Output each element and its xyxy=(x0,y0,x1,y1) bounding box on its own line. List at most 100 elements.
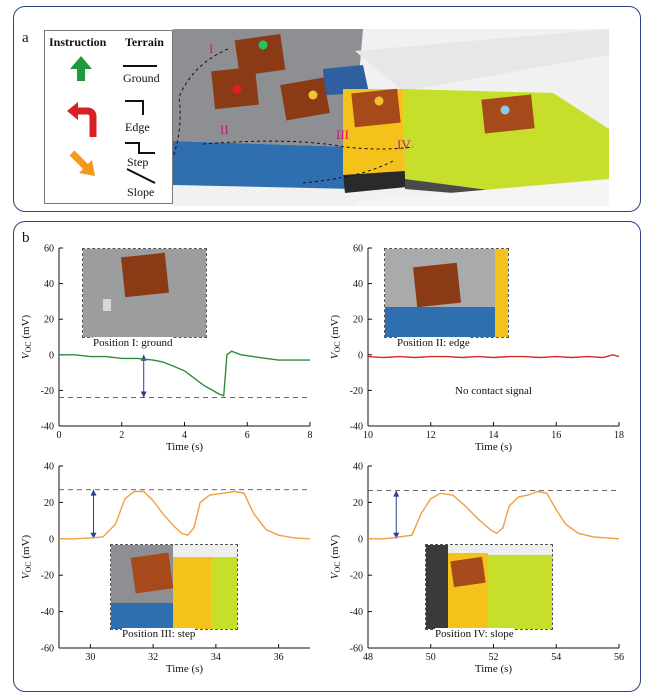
up-arrow-icon xyxy=(70,56,92,81)
series-line xyxy=(59,490,311,540)
x-axis-label: Time (s) xyxy=(475,663,513,675)
arrow-tail-head xyxy=(393,532,400,539)
y-tick-label: -60 xyxy=(350,644,363,655)
y-tick-label: 0 xyxy=(49,350,54,361)
y-tick-label: -40 xyxy=(350,422,363,433)
position-ii-label: II xyxy=(220,122,229,137)
arrow-tail-head xyxy=(90,532,97,539)
y-tick-label: -20 xyxy=(350,386,363,397)
edge-symbol xyxy=(125,100,144,115)
position-iv-label: IV xyxy=(397,137,411,152)
terrain-edge-label: Edge xyxy=(125,120,150,134)
x-tick-label: 2 xyxy=(119,430,124,441)
x-axis-label: Time (s) xyxy=(166,441,204,453)
instruction-header: Instruction xyxy=(49,35,107,49)
arrow-head xyxy=(393,490,400,497)
y-tick-label: 40 xyxy=(44,462,54,473)
chart-1: -40 -20 0 20 40 60 0 2 4 6 8 Time (s) VOC (mV) xyxy=(20,244,313,454)
x-tick-label: 30 xyxy=(85,652,95,663)
series-line xyxy=(59,350,310,397)
x-tick-label: 34 xyxy=(211,652,221,663)
y-tick-label: 0 xyxy=(49,534,54,545)
y-axis-label: VOC (mV) xyxy=(329,534,342,579)
inset-position-iv xyxy=(425,544,553,630)
step-symbol xyxy=(125,142,155,154)
y-tick-label: 60 xyxy=(353,244,363,255)
y-tick-label: 40 xyxy=(353,279,363,290)
inset-photo-ground xyxy=(83,249,206,337)
x-tick-label: 12 xyxy=(426,430,436,441)
arrow-head xyxy=(90,489,97,496)
series-line xyxy=(368,490,620,540)
y-tick-label: 20 xyxy=(44,315,54,326)
y-tick-label: -40 xyxy=(350,607,363,618)
caption-position-iii: Position III: step xyxy=(122,628,196,640)
x-tick-label: 52 xyxy=(489,652,499,663)
y-tick-label: -20 xyxy=(350,571,363,582)
y-tick-label: 40 xyxy=(353,462,363,473)
y-tick-label: -60 xyxy=(41,644,54,655)
y-tick-label: 40 xyxy=(44,279,54,290)
x-tick-label: 50 xyxy=(426,652,436,663)
x-tick-label: 48 xyxy=(363,652,373,663)
position-iii-label: III xyxy=(336,127,349,142)
x-axis-label: Time (s) xyxy=(475,441,513,453)
terrain-header: Terrain xyxy=(125,35,164,49)
chart-2: -40 -20 0 20 40 60 10 12 14 16 18 Time (s) VOC (mV) N… xyxy=(329,244,624,454)
inset-photo-step xyxy=(111,545,237,629)
panel-b-label: b xyxy=(22,230,30,246)
inset-photo-slope xyxy=(426,545,552,629)
inset-position-i xyxy=(82,248,207,338)
y-tick-label: -20 xyxy=(41,571,54,582)
terrain-photo: I II III IV xyxy=(173,29,609,206)
caption-position-iv: Position IV: slope xyxy=(435,628,514,640)
y-tick-label: 20 xyxy=(353,315,363,326)
caption-position-i: Position I: ground xyxy=(93,337,173,349)
inset-photo-edge xyxy=(385,249,508,337)
x-tick-label: 54 xyxy=(551,652,561,663)
y-tick-label: 0 xyxy=(358,534,363,545)
inset-position-iii xyxy=(110,544,238,630)
x-tick-label: 32 xyxy=(148,652,158,663)
y-tick-label: -40 xyxy=(41,422,54,433)
x-tick-label: 4 xyxy=(182,430,187,441)
x-tick-label: 14 xyxy=(489,430,499,441)
instruction-terrain-legend: Instruction Terrain Ground Edge Step Slo… xyxy=(44,30,173,204)
x-tick-label: 16 xyxy=(551,430,561,441)
slope-symbol xyxy=(126,168,156,184)
terrain-step-label: Step xyxy=(127,155,149,169)
x-tick-label: 0 xyxy=(57,430,62,441)
x-tick-label: 18 xyxy=(614,430,624,441)
y-axis-label: VOC (mV) xyxy=(20,534,33,579)
x-tick-label: 36 xyxy=(274,652,284,663)
y-axis-label: VOC (mV) xyxy=(329,314,342,359)
chart-4: -60 -40 -20 0 20 40 48 50 52 54 56 Time (s) VOC (mV) xyxy=(329,462,624,676)
terrain-illustration xyxy=(173,29,609,206)
x-tick-label: 10 xyxy=(363,430,373,441)
y-axis-label: VOC (mV) xyxy=(20,314,33,359)
chart-annotation: No contact signal xyxy=(455,385,532,397)
x-tick-label: 56 xyxy=(614,652,624,663)
chart-3: -60 -40 -20 0 20 40 30 32 34 36 Time (s) VOC (mV) xyxy=(20,462,311,675)
y-tick-label: -40 xyxy=(41,607,54,618)
y-tick-label: 0 xyxy=(358,350,363,361)
terrain-ground-label: Ground xyxy=(123,71,160,85)
x-tick-label: 6 xyxy=(245,430,250,441)
panel-a-label: a xyxy=(22,30,29,46)
legend-graphics xyxy=(67,56,157,184)
turn-left-arrow-icon xyxy=(67,102,97,137)
y-tick-label: -20 xyxy=(41,386,54,397)
arrow-head xyxy=(140,391,147,398)
x-tick-label: 8 xyxy=(308,430,313,441)
down-right-arrow-icon xyxy=(69,150,95,176)
inset-position-ii xyxy=(384,248,509,338)
y-tick-label: 20 xyxy=(44,498,54,509)
terrain-slope-label: Slope xyxy=(127,185,155,199)
y-tick-label: 20 xyxy=(353,498,363,509)
y-tick-label: 60 xyxy=(44,244,54,255)
series-line xyxy=(367,354,620,359)
position-i-label: I xyxy=(209,41,214,56)
caption-position-ii: Position II: edge xyxy=(397,337,470,349)
x-axis-label: Time (s) xyxy=(166,663,204,675)
